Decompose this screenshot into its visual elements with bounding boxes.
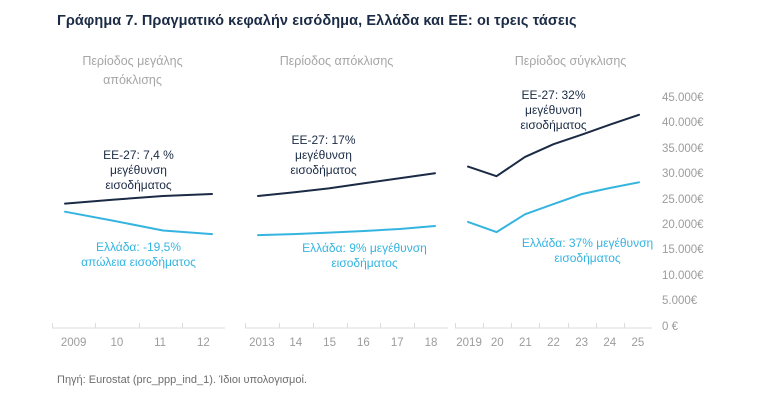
- greece-line: [467, 181, 640, 234]
- greece-annotation: Ελλάδα: 9% μεγέθυνση εισοδήματος: [302, 241, 427, 270]
- x-tick-label: 12: [196, 337, 210, 349]
- y-tick-label: 40.000€: [662, 117, 704, 130]
- greece-annotation: Ελλάδα: 37% μεγέθυνση εισοδήματος: [521, 236, 654, 265]
- x-tick-label: 2013: [249, 337, 275, 349]
- eu27-line: [257, 172, 436, 197]
- y-tick-label: 10.000€: [662, 269, 704, 282]
- x-tick-label: 25: [631, 337, 645, 349]
- panel-subtitle: Περίοδος σύγκλισης: [514, 54, 627, 68]
- source-note: Πηγή: Eurostat (prc_ppp_ind_1). Ίδιοι υπ…: [57, 374, 307, 386]
- x-tick-label: 2019: [456, 337, 482, 349]
- x-tick-label: 20: [490, 337, 504, 349]
- y-tick-label: 45.000€: [662, 92, 704, 104]
- y-tick-label: 30.000€: [662, 168, 704, 181]
- line-chart: [52, 193, 225, 329]
- x-tick-label: 16: [357, 337, 370, 349]
- x-tick-label: 10: [110, 337, 124, 349]
- y-tick-label: 25.000€: [662, 193, 704, 206]
- eu27-annotation: ΕΕ-27: 7,4 % μεγέθυνση εισοδήματος: [103, 148, 174, 192]
- x-tick-label: 14: [289, 337, 303, 349]
- eu27-line: [467, 113, 640, 178]
- x-tick-label: 18: [424, 337, 438, 349]
- eu27-annotation: ΕΕ-27: 17% μεγέθυνση εισοδήματος: [290, 133, 357, 177]
- greece-annotation: Ελλάδα: -19,5% απώλεια εισοδήματος: [81, 240, 196, 269]
- y-tick-label: 35.000€: [662, 142, 704, 155]
- x-tick-label: 22: [547, 337, 560, 349]
- panel-subtitle: Περίοδος απόκλισης: [279, 54, 394, 68]
- x-tick-label: 15: [323, 337, 336, 349]
- x-axis-labels: 2019 20 21 22 23 24 25: [455, 337, 652, 349]
- y-tick-label: 5.000€: [662, 295, 698, 308]
- greece-line: [64, 210, 213, 236]
- y-tick-label: 15.000€: [662, 244, 704, 257]
- eu27-line: [64, 193, 213, 205]
- x-axis-labels: 2013 14 15 16 17 18: [245, 337, 448, 349]
- chart-title: Γράφημα 7. Πραγματικό κεφαλήν εισόδημα, …: [57, 13, 577, 29]
- line-chart: [245, 172, 448, 329]
- eu27-annotation: ΕΕ-27: 32% μεγέθυνση εισοδήματος: [520, 88, 587, 132]
- x-tick-label: 2009: [60, 337, 87, 349]
- panel-convergence: Περίοδος σύγκλισης ΕΕ-27: 32% μεγέθυνση …: [455, 48, 653, 360]
- x-tick-label: 11: [154, 337, 167, 349]
- x-tick-label: 21: [518, 337, 532, 349]
- x-tick-label: 24: [603, 337, 617, 349]
- panel-divergence: Περίοδος απόκλισης ΕΕ-27: 17% μεγέθυνση …: [245, 48, 448, 360]
- x-tick-label: 17: [390, 337, 404, 349]
- line-chart: [455, 113, 652, 329]
- y-axis-labels: 45.000€ 40.000€ 35.000€ 30.000€ 25.000€ 20.00…: [662, 0, 762, 404]
- x-axis-labels: 2009 10 11 12: [52, 337, 225, 349]
- y-tick-label: 20.000€: [662, 219, 704, 231]
- x-tick-label: 23: [575, 337, 589, 349]
- panel-great-divergence: Περίοδος μεγάλης απόκλισης ΕΕ-27: 7,4 % …: [52, 48, 225, 360]
- y-tick-label: 0 €: [662, 320, 678, 333]
- panel-subtitle: Περίοδος μεγάλης απόκλισης: [82, 54, 183, 87]
- greece-line: [257, 225, 436, 237]
